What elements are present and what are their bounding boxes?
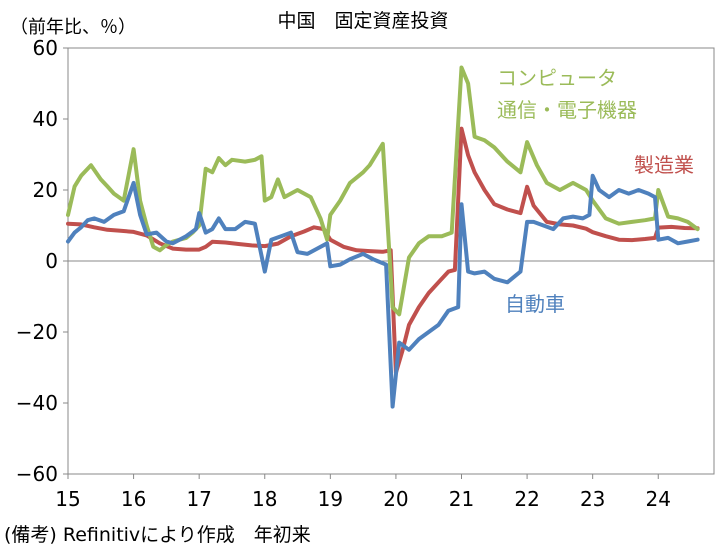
y-tick-label: 40 (33, 107, 58, 131)
series-label: 通信・電子機器 (497, 98, 637, 122)
x-tick-label: 17 (186, 487, 211, 511)
x-tick-label: 18 (252, 487, 277, 511)
x-tick-label: 23 (580, 487, 605, 511)
y-tick-label: 60 (33, 36, 58, 60)
x-tick-label: 22 (514, 487, 539, 511)
series-line (66, 126, 700, 375)
x-tick-label: 21 (449, 487, 474, 511)
y-tick-label: 20 (33, 178, 58, 202)
x-tick-label: 19 (318, 487, 343, 511)
y-tick-label: −40 (16, 391, 58, 415)
x-tick-label: 16 (121, 487, 146, 511)
y-tick-label: −20 (16, 320, 58, 344)
chart-title: 中国 固定資産投資 (277, 10, 449, 32)
x-tick-label: 15 (55, 487, 80, 511)
series-label: 製造業 (634, 153, 694, 177)
series-label: コンピュータ (497, 66, 617, 90)
series-label: 自動車 (505, 292, 565, 316)
x-tick-label: 20 (383, 487, 408, 511)
series-line (66, 65, 700, 317)
series-line (66, 173, 700, 409)
x-tick-label: 24 (646, 487, 671, 511)
y-tick-label: −60 (16, 462, 58, 486)
y-tick-label: 0 (45, 249, 58, 273)
y-axis-unit-label: （前年比、％） (10, 17, 136, 38)
source-note: (備考) Refinitivにより作成 年初来 (4, 524, 311, 546)
